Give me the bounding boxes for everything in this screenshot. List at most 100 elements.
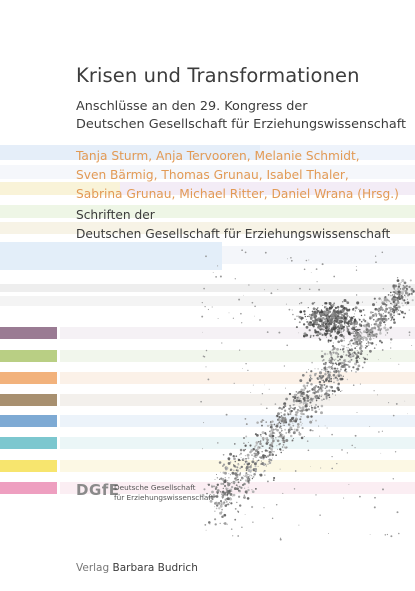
spray-dot: [265, 433, 267, 436]
spray-dot: [392, 286, 396, 289]
spray-dot: [234, 518, 237, 521]
spray-dot: [269, 443, 272, 447]
spray-dot: [354, 310, 356, 312]
spray-dot: [299, 379, 303, 383]
spray-dot: [221, 477, 225, 481]
spray-dot: [215, 495, 219, 498]
spray-dot: [385, 298, 389, 302]
spray-dot: [310, 382, 313, 386]
spray-dot: [309, 334, 312, 337]
spray-dot: [363, 324, 366, 328]
spray-dot: [302, 393, 305, 396]
spray-dot: [240, 486, 243, 489]
spray-dot: [404, 296, 407, 298]
spray-dot: [312, 429, 314, 432]
spray-dot: [260, 447, 262, 449]
spray-dot: [341, 301, 344, 303]
spray-dot: [382, 315, 385, 318]
spray-dot: [280, 427, 283, 430]
spray-dot: [262, 456, 265, 459]
spray-dot: [361, 332, 363, 334]
spray-dot: [366, 321, 369, 324]
spray-dot: [332, 365, 334, 367]
spray-dot: [272, 437, 275, 440]
spray-dot: [343, 497, 345, 499]
spray-dot: [290, 408, 292, 409]
spray-dot: [265, 442, 269, 445]
spray-dot: [319, 375, 321, 377]
spray-dot: [332, 362, 335, 365]
spray-dot: [352, 307, 355, 310]
spray-dot: [295, 391, 298, 393]
spray-dot: [331, 433, 333, 436]
publisher-prefix: Verlag: [76, 562, 110, 574]
spray-dot: [342, 375, 344, 377]
decor-stripe: [60, 415, 415, 427]
spray-dot: [359, 383, 361, 385]
spray-dot: [385, 334, 387, 336]
spray-dot: [312, 307, 316, 310]
spray-dot: [211, 490, 214, 494]
spray-dot: [347, 361, 349, 363]
spray-dot: [316, 313, 318, 315]
spray-dot: [269, 430, 272, 433]
spray-dot: [327, 339, 330, 342]
spray-dot: [321, 325, 324, 328]
spray-dot: [244, 460, 246, 462]
spray-dot: [221, 342, 223, 344]
spray-dot: [385, 305, 387, 308]
spray-dot: [408, 309, 410, 311]
spray-dot: [229, 474, 232, 476]
spray-dot: [402, 316, 405, 319]
spray-dot: [293, 428, 296, 431]
spray-dot: [348, 340, 351, 343]
spray-dot: [350, 332, 353, 335]
spray-dot: [344, 366, 347, 368]
spray-dot: [238, 349, 241, 351]
spray-dot: [300, 436, 304, 440]
spray-dot: [327, 316, 330, 318]
spray-dot: [329, 369, 331, 371]
spray-dot: [308, 288, 311, 290]
spray-dot: [354, 306, 358, 310]
spray-dot: [288, 308, 291, 311]
spray-dot: [240, 465, 243, 469]
publisher-name: Barbara Budrich: [112, 562, 198, 574]
spray-dot: [213, 485, 215, 488]
spray-dot: [298, 524, 300, 526]
spray-dot: [310, 271, 312, 273]
spray-dot: [340, 339, 343, 343]
spray-dot: [328, 359, 330, 361]
spray-dot: [354, 313, 356, 315]
spray-dot: [317, 405, 320, 408]
spray-dot: [333, 322, 336, 325]
spray-dot: [372, 311, 374, 314]
spray-dot: [273, 476, 276, 480]
spray-dot: [204, 305, 206, 308]
spray-dot: [235, 469, 238, 472]
spray-dot: [296, 412, 298, 414]
spray-dot: [303, 413, 305, 415]
spray-dot: [306, 440, 309, 442]
spray-dot: [256, 460, 259, 462]
spray-dot: [249, 445, 252, 447]
spray-dot: [271, 439, 274, 441]
series-title: Schriften der Deutschen Gesellschaft für…: [76, 206, 390, 244]
spray-dot: [338, 321, 341, 325]
spray-dot: [282, 444, 285, 446]
spray-dot: [302, 388, 306, 392]
spray-dot: [329, 359, 333, 363]
spray-dot: [398, 363, 400, 365]
spray-dot: [390, 294, 392, 297]
spray-dot: [301, 422, 303, 425]
spray-dot: [244, 463, 246, 465]
spray-dot: [220, 471, 221, 473]
spray-dot: [256, 455, 258, 457]
spray-dot: [337, 382, 340, 385]
spray-dot: [311, 408, 314, 412]
spray-dot: [292, 313, 294, 316]
spray-dot: [339, 333, 343, 337]
spray-dot: [354, 328, 356, 331]
spray-dot: [217, 265, 219, 267]
spray-dot: [363, 357, 367, 361]
